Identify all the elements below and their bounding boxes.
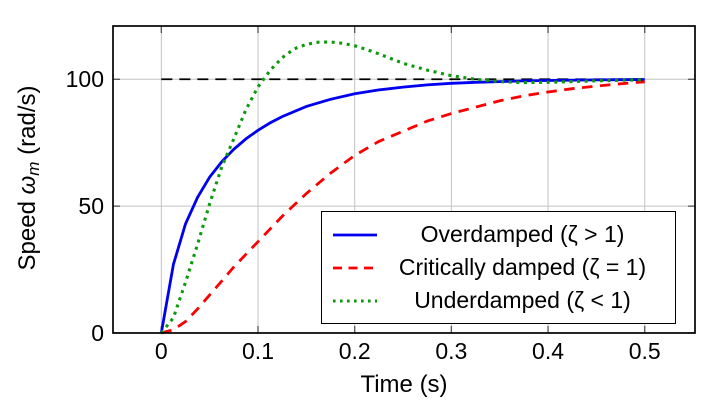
omega-subscript: m	[24, 161, 43, 176]
legend-item-overdamped: Overdamped (ζ > 1)	[330, 221, 665, 248]
legend-item-critically-damped: Critically damped (ζ = 1)	[330, 254, 665, 281]
critically-damped-curve	[160, 80, 645, 335]
y-axis-label: Speed ωm (rad/s)	[14, 86, 44, 271]
x-tick-label: 0	[154, 338, 168, 364]
axis-frame	[112, 25, 696, 334]
y-tick-label: 50	[78, 193, 104, 220]
underdamped-line-sample-icon	[333, 298, 377, 303]
y-tick-label: 100	[65, 66, 104, 93]
legend-item-underdamped: Underdamped (ζ < 1)	[330, 287, 665, 314]
legend-label-critically-damped: Critically damped (ζ = 1)	[398, 254, 647, 280]
x-tick-label: 0.4	[532, 338, 565, 364]
legend-label-underdamped: Underdamped (ζ < 1)	[414, 287, 631, 313]
x-tick-label: 0.5	[628, 338, 661, 364]
underdamped-curve	[160, 40, 645, 334]
legend-label-overdamped: Overdamped (ζ > 1)	[420, 221, 625, 247]
overdamped-line-sample-icon	[333, 233, 377, 236]
critically-damped-line-sample-icon	[333, 266, 377, 269]
y-tick-label: 0	[91, 320, 104, 346]
x-tick-label: 0.2	[338, 338, 371, 364]
x-tick-label: 0.3	[435, 338, 468, 364]
y-axis-unit: (rad/s)	[14, 85, 41, 162]
legend: Overdamped (ζ > 1) Critically damped (ζ …	[321, 211, 676, 324]
x-tick-label: 0.1	[242, 338, 274, 364]
x-axis-label: Time (s)	[360, 371, 448, 398]
